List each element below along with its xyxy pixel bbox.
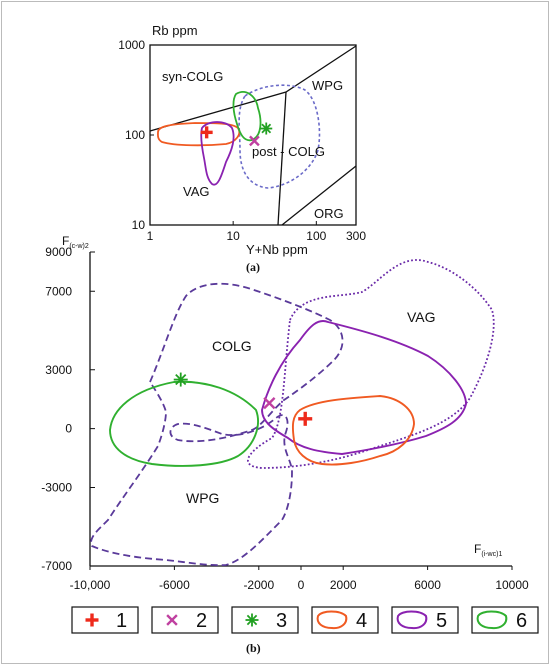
panel-a-point-3: [260, 122, 273, 135]
panel-a-loop-4: [157, 122, 241, 147]
panel-b-point-3: [173, 372, 188, 387]
legend-item-1: 1: [71, 606, 139, 634]
panel-b-y-tick-label: 0: [65, 422, 72, 436]
panel-a-ylabel: Rb ppm: [152, 23, 198, 38]
legend-label: 4: [356, 610, 367, 632]
panel-a-xlabel: Y+Nb ppm: [246, 242, 308, 257]
legend-plus-symbol: [85, 613, 99, 627]
panel-b-label: (b): [246, 641, 261, 655]
legend-item-2: 2: [151, 606, 219, 634]
legend-item-5: 5: [391, 606, 459, 634]
legend-cross-symbol: [166, 614, 178, 626]
panel-a-field-label-vag: VAG: [183, 184, 210, 199]
panel-a-loop-6: [232, 91, 262, 142]
panel-a-boundary-org: [281, 165, 357, 226]
panel-b-ylabel: F(c-w)2: [62, 234, 89, 250]
panel-b-x-ticks: -10,000 -6000 -2000 0 2000 6000 10000: [70, 566, 529, 592]
panel-a-x-tick-label: 1: [147, 229, 154, 243]
panel-a-point-2: [249, 135, 260, 147]
panel-b-x-tick-label: 6000: [414, 578, 441, 592]
panel-b-x-tick-label: -6000: [159, 578, 190, 592]
panel-a-x-ticks: 1 10 100 300: [147, 221, 366, 243]
panel-b: F(c-w)2 F(i-wc)1 COLG VAG WPG -10,000 -60…: [41, 234, 529, 592]
legend-loop-symbol: [396, 610, 428, 630]
panel-b-field-label-wpg: WPG: [186, 490, 219, 506]
panel-b-x-tick-label: -2000: [243, 578, 274, 592]
legend-label: 5: [436, 610, 447, 632]
legend-box: [71, 606, 139, 634]
legend-label: 6: [516, 610, 527, 632]
legend-item-6: 6: [471, 606, 539, 634]
panel-b-point-2: [263, 397, 276, 410]
panel-a-y-tick-label: 100: [125, 128, 145, 142]
panel-b-x-tick-label: 2000: [330, 578, 357, 592]
panel-a-label: (a): [246, 260, 260, 274]
legend-item-4: 4: [311, 606, 379, 634]
panel-a-x-tick-label: 100: [306, 229, 326, 243]
legend-box: [311, 606, 379, 634]
panel-b-y-tick-label: -7000: [41, 559, 72, 573]
panel-b-loop-6: [109, 380, 259, 467]
legend-item-3: 3: [231, 606, 299, 634]
legend: 1 2 3 4 5 6: [71, 606, 539, 634]
panel-a-x-tick-label: 300: [346, 229, 366, 243]
legend-box: [391, 606, 459, 634]
legend-label: 1: [116, 610, 127, 632]
panel-a-field-label-syn-colg: syn-COLG: [162, 69, 223, 84]
panel-a-boundary-vag-wpg: [277, 91, 287, 226]
panel-a-y-tick-label: 1000: [118, 38, 145, 52]
panel-b-xlabel-sub: (i-wc)1: [481, 551, 502, 558]
panel-b-point-1: [298, 411, 313, 426]
panel-b-field-label-colg: COLG: [212, 338, 252, 354]
legend-loop-symbol: [316, 610, 348, 630]
panel-a-field-label-post-colg: post - COLG: [252, 144, 325, 159]
panel-b-y-tick-label: 3000: [45, 363, 72, 377]
panel-b-y-tick-label: 7000: [45, 284, 72, 298]
panel-b-y-tick-label: 9000: [45, 245, 72, 259]
panel-b-y-tick-label: -3000: [41, 481, 72, 495]
panel-a-x-tick-label: 10: [226, 229, 240, 243]
panel-a-y-ticks: 10 100 1000: [118, 38, 154, 232]
panel-a-loop-5: [200, 121, 235, 186]
panel-b-xlabel-main: F: [474, 542, 481, 556]
legend-label: 2: [196, 610, 207, 632]
panel-b-x-tick-label: -10,000: [70, 578, 111, 592]
panel-a-field-label-wpg: WPG: [312, 78, 343, 93]
panel-b-loop-4: [291, 395, 415, 466]
panel-b-x-tick-label: 0: [298, 578, 305, 592]
panel-a-field-label-org: ORG: [314, 206, 344, 221]
legend-label: 3: [276, 610, 287, 632]
panel-a-post-colg-field: [238, 84, 321, 189]
panel-b-y-ticks: 9000 7000 3000 0 -3000 -7000: [41, 245, 95, 573]
panel-b-loop-5: [261, 320, 467, 455]
legend-box: [151, 606, 219, 634]
legend-box: [231, 606, 299, 634]
panel-a-y-tick-label: 10: [132, 218, 146, 232]
panel-a: Rb ppm syn-COLG WPG post - COLG VAG ORG …: [118, 23, 366, 274]
panel-a-point-1: [200, 126, 213, 139]
panel-b-colg-wpg-field: [90, 282, 344, 567]
panel-b-xlabel: F(i-wc)1: [474, 542, 502, 558]
panel-b-ylabel-sub: (c-w)2: [69, 243, 89, 250]
legend-box: [471, 606, 539, 634]
panel-b-ylabel-main: F: [62, 234, 69, 248]
legend-loop-symbol: [476, 610, 508, 630]
panel-a-points: [200, 122, 273, 147]
panel-b-field-label-vag: VAG: [407, 309, 436, 325]
panel-b-points: [173, 372, 313, 426]
panel-b-x-tick-label: 10000: [495, 578, 529, 592]
legend-star-symbol: [245, 613, 259, 627]
